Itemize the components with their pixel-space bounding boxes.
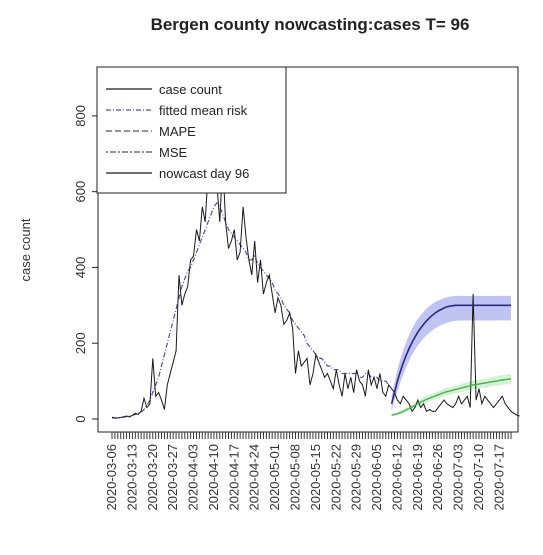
y-tick-label: 600 (73, 181, 88, 203)
legend-label: nowcast day 96 (159, 166, 249, 181)
x-tick-label: 2020-06-26 (430, 444, 445, 511)
x-tick-label: 2020-05-22 (328, 444, 343, 511)
legend-box (96, 66, 287, 194)
legend: case count fitted mean risk MAPE MSE nowcast… (96, 66, 287, 194)
x-tick-label: 2020-04-17 (226, 444, 241, 511)
y-tick-label: 200 (73, 332, 88, 354)
legend-label: MSE (159, 145, 188, 160)
x-tick-label: 2020-07-03 (451, 444, 466, 511)
y-tick-label: 800 (73, 105, 88, 127)
x-tick-label: 2020-06-12 (389, 444, 404, 511)
x-tick-label: 2020-05-08 (287, 444, 302, 511)
x-tick-label: 2020-05-29 (349, 444, 364, 511)
x-tick-label: 2020-04-03 (186, 444, 201, 511)
x-tick-label: 2020-03-20 (145, 444, 160, 511)
legend-label: fitted mean risk (159, 103, 248, 118)
x-tick-label: 2020-05-15 (308, 444, 323, 511)
x-tick-label: 2020-07-17 (491, 444, 506, 511)
series-nowcast-day-96 (390, 304, 511, 404)
legend-label: MAPE (159, 124, 196, 139)
x-tick-label: 2020-03-27 (165, 444, 180, 511)
nowcast-band (391, 295, 511, 412)
plot-area: 0 200 400 600 800 2020-03-06 2020-03-13 2020-03… (73, 66, 520, 511)
plot-frame (97, 66, 519, 433)
x-tick-label: 2020-03-13 (124, 444, 139, 511)
green-band (391, 373, 511, 417)
x-tick-label: 2020-04-24 (247, 444, 262, 511)
series-case-count (111, 85, 520, 419)
y-axis-label: case count (18, 218, 33, 281)
x-tick-label: 2020-04-10 (206, 444, 221, 511)
y-tick-label: 0 (73, 415, 88, 422)
x-tick-label: 2020-06-05 (369, 444, 384, 511)
x-tick-label: 2020-05-01 (267, 444, 282, 511)
x-tick-label: 2020-07-10 (471, 444, 486, 511)
legend-label: case count (159, 82, 222, 97)
x-tick-label: 2020-06-19 (410, 444, 425, 511)
y-tick-label: 400 (73, 257, 88, 279)
series-green (391, 378, 512, 416)
chart-title: Bergen county nowcasting:cases T= 96 (151, 15, 470, 34)
series-fitted-mean-risk (112, 202, 390, 419)
x-tick-label: 2020-03-06 (104, 444, 119, 511)
